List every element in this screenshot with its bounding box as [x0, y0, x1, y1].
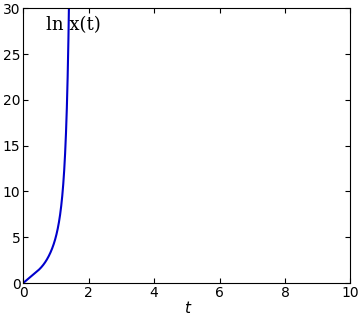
Text: ln x(t): ln x(t)	[46, 17, 101, 34]
X-axis label: t: t	[184, 301, 190, 316]
